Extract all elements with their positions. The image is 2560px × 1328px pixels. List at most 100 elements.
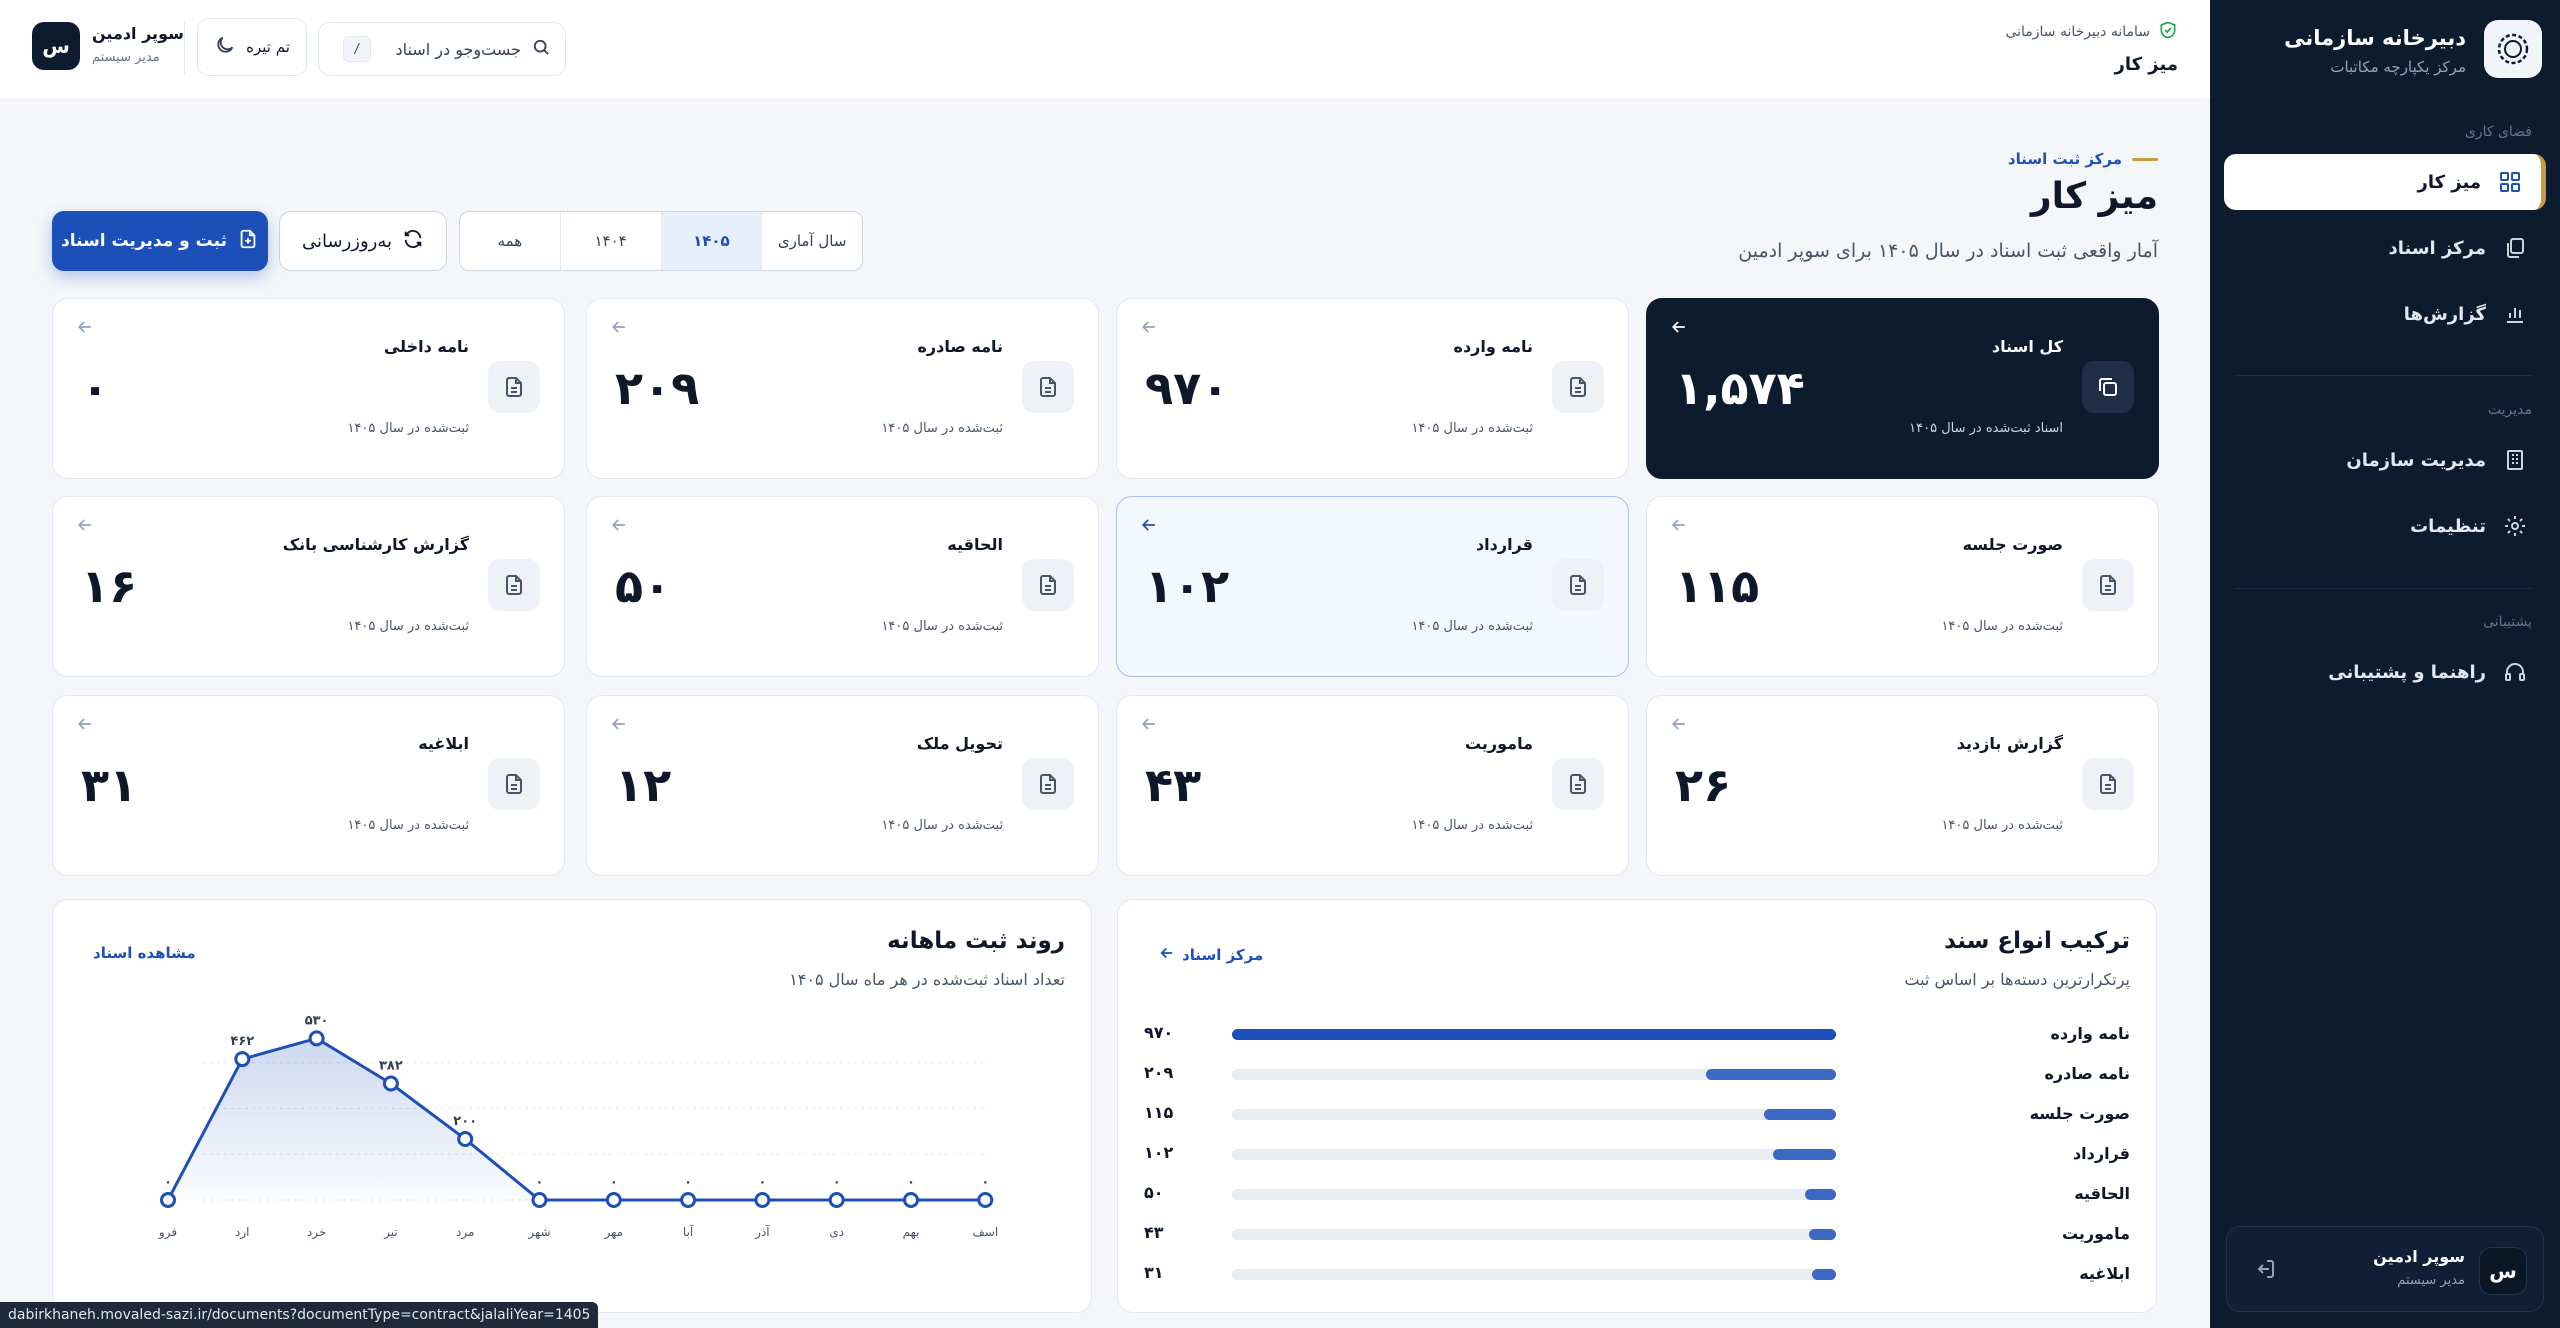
stat-title: نامه وارده <box>1453 337 1534 356</box>
document-icon <box>488 361 540 413</box>
stat-card[interactable]: نامه صادره ۲۰۹ ثبت‌شده در سال ۱۴۰۵ <box>586 298 1099 479</box>
header-avatar[interactable]: س <box>32 22 80 70</box>
sidebar-item-help[interactable]: راهنما و پشتیبانی <box>2224 644 2546 700</box>
refresh-button[interactable]: به‌روزرسانی <box>279 211 447 271</box>
stat-value: ۱۲ <box>615 758 672 812</box>
data-label: ۰ <box>536 1175 544 1190</box>
data-point[interactable] <box>531 1192 548 1208</box>
search-box[interactable]: / <box>318 22 566 76</box>
year-option-1404[interactable]: ۱۴۰۴ <box>559 212 661 270</box>
stat-card[interactable]: ابلاغیه ۳۱ ثبت‌شده در سال ۱۴۰۵ <box>52 695 565 876</box>
section-label-workspace: فضای کاری <box>2464 124 2532 140</box>
data-point[interactable] <box>308 1030 325 1047</box>
stat-title: تحویل ملک <box>916 734 1003 753</box>
moon-icon <box>214 34 236 60</box>
sidebar-item-dashboard[interactable]: میز کار <box>2224 154 2546 210</box>
stat-title: قرارداد <box>1475 535 1533 554</box>
eyebrow-label: مرکز ثبت اسناد <box>2007 150 2122 168</box>
document-icon <box>2082 559 2134 611</box>
doc-mix-row: نامه صادره ۲۰۹ <box>1144 1062 2130 1086</box>
documents-icon <box>2502 235 2528 261</box>
data-point[interactable] <box>234 1051 251 1068</box>
data-label: ۲۰۰ <box>453 1114 477 1129</box>
stat-card[interactable]: نامه وارده ۹۷۰ ثبت‌شده در سال ۱۴۰۵ <box>1116 298 1629 479</box>
breadcrumb: سامانه دبیرخانه سازمانی <box>2005 20 2178 44</box>
year-option-1405[interactable]: ۱۴۰۵ <box>660 212 762 270</box>
stat-value: ۹۷۰ <box>1145 361 1230 415</box>
document-icon <box>1552 758 1604 810</box>
search-input[interactable] <box>381 39 521 59</box>
x-tick-label: فرو <box>158 1225 177 1240</box>
stat-card[interactable]: تحویل ملک ۱۲ ثبت‌شده در سال ۱۴۰۵ <box>586 695 1099 876</box>
stat-caption: ثبت‌شده در سال ۱۴۰۵ <box>1411 421 1533 436</box>
org-seal-icon <box>2497 33 2529 65</box>
stat-title: نامه صادره <box>917 337 1003 356</box>
data-label: ۳۸۲ <box>379 1058 403 1073</box>
logout-icon[interactable] <box>2253 1257 2279 1283</box>
stat-card[interactable]: گزارش کارشناسی بانک ۱۶ ثبت‌شده در سال ۱۴۰۵ <box>52 496 565 677</box>
data-point[interactable] <box>828 1192 845 1208</box>
year-filter: سال آماری ۱۴۰۵ ۱۴۰۴ همه <box>459 211 863 271</box>
data-point[interactable] <box>457 1131 474 1147</box>
data-label: ۰ <box>610 1175 618 1190</box>
stat-value: ۲۶ <box>1675 758 1732 812</box>
stat-card[interactable]: الحاقیه ۵۰ ثبت‌شده در سال ۱۴۰۵ <box>586 496 1099 677</box>
data-point[interactable] <box>903 1192 919 1208</box>
stat-card[interactable]: نامه داخلی ۰ ثبت‌شده در سال ۱۴۰۵ <box>52 298 565 479</box>
sidebar-item-settings[interactable]: تنظیمات <box>2224 498 2546 554</box>
doc-type-count: ۹۷۰ <box>1144 1023 1174 1042</box>
view-documents-link[interactable]: مشاهده اسناد <box>93 944 196 962</box>
document-icon <box>1552 559 1604 611</box>
brand-logo <box>2484 20 2542 78</box>
data-point[interactable] <box>680 1192 697 1208</box>
arrow-left-icon <box>1139 714 1161 736</box>
data-point[interactable] <box>160 1192 176 1208</box>
brand-title: دبیرخانه سازمانی <box>2284 26 2466 50</box>
stat-card[interactable]: ماموریت ۴۳ ثبت‌شده در سال ۱۴۰۵ <box>1116 695 1629 876</box>
register-documents-label: ثبت و مدیریت اسناد <box>61 231 227 251</box>
data-label: ۰ <box>981 1175 989 1190</box>
year-option-all[interactable]: همه <box>497 232 523 250</box>
x-tick-label: دی <box>829 1225 844 1239</box>
stat-card[interactable]: صورت جلسه ۱۱۵ ثبت‌شده در سال ۱۴۰۵ <box>1646 496 2159 677</box>
header-title: میز کار <box>2114 54 2178 75</box>
stat-value: ۲۰۹ <box>615 361 700 415</box>
doc-mix-subtitle: پرتکرارترین دسته‌ها بر اساس ثبت <box>1904 970 2130 989</box>
arrow-left-icon <box>75 317 97 339</box>
x-tick-label: ارد <box>235 1225 249 1240</box>
refresh-label: به‌روزرسانی <box>301 230 392 252</box>
stat-caption: ثبت‌شده در سال ۱۴۰۵ <box>347 421 469 436</box>
brand-subtitle: مرکز یکپارچه مکاتبات <box>2330 58 2466 76</box>
document-icon <box>2082 758 2134 810</box>
stat-value: ۱۱۵ <box>1675 559 1760 613</box>
data-label: ۴۶۲ <box>230 1034 254 1049</box>
theme-toggle-button[interactable]: تم تیره <box>197 18 307 76</box>
documents-center-link[interactable]: مرکز اسناد <box>1158 944 1263 966</box>
data-point[interactable] <box>605 1192 622 1208</box>
building-icon <box>2502 447 2528 473</box>
data-point[interactable] <box>754 1192 771 1208</box>
stat-value: ۱۰۲ <box>1145 559 1230 613</box>
sidebar-item-documents[interactable]: مرکز اسناد <box>2224 220 2546 276</box>
sidebar-item-organization[interactable]: مدیریت سازمان <box>2224 432 2546 488</box>
register-documents-button[interactable]: ثبت و مدیریت اسناد <box>52 211 268 271</box>
data-point[interactable] <box>382 1075 399 1092</box>
dashboard-grid-icon <box>2497 169 2523 195</box>
sidebar-item-reports[interactable]: گزارش‌ها <box>2224 286 2546 342</box>
sidebar-item-label: تنظیمات <box>2410 515 2486 537</box>
doc-type-count: ۳۱ <box>1144 1263 1164 1282</box>
doc-mix-row: صورت جلسه ۱۱۵ <box>1144 1102 2130 1126</box>
arrow-left-icon <box>1139 515 1161 537</box>
stat-card[interactable]: قرارداد ۱۰۲ ثبت‌شده در سال ۱۴۰۵ <box>1116 496 1629 677</box>
file-plus-icon <box>237 228 259 255</box>
data-point[interactable] <box>977 1192 994 1208</box>
doc-type-name: ابلاغیه <box>2079 1264 2130 1283</box>
stat-card[interactable]: گزارش بازدید ۲۶ ثبت‌شده در سال ۱۴۰۵ <box>1646 695 2159 876</box>
doc-type-name: الحاقیه <box>2074 1184 2130 1203</box>
trend-subtitle: تعداد اسناد ثبت‌شده در هر ماه سال ۱۴۰۵ <box>789 970 1065 989</box>
x-tick-label: تیر <box>383 1225 398 1240</box>
stat-caption: ثبت‌شده در سال ۱۴۰۵ <box>881 421 1003 436</box>
arrow-left-icon <box>1139 317 1161 339</box>
stat-card[interactable]: کل اسناد ۱,۵۷۴ اسناد ثبت‌شده در سال ۱۴۰۵ <box>1646 298 2159 479</box>
x-tick-label: آذر <box>754 1224 770 1240</box>
